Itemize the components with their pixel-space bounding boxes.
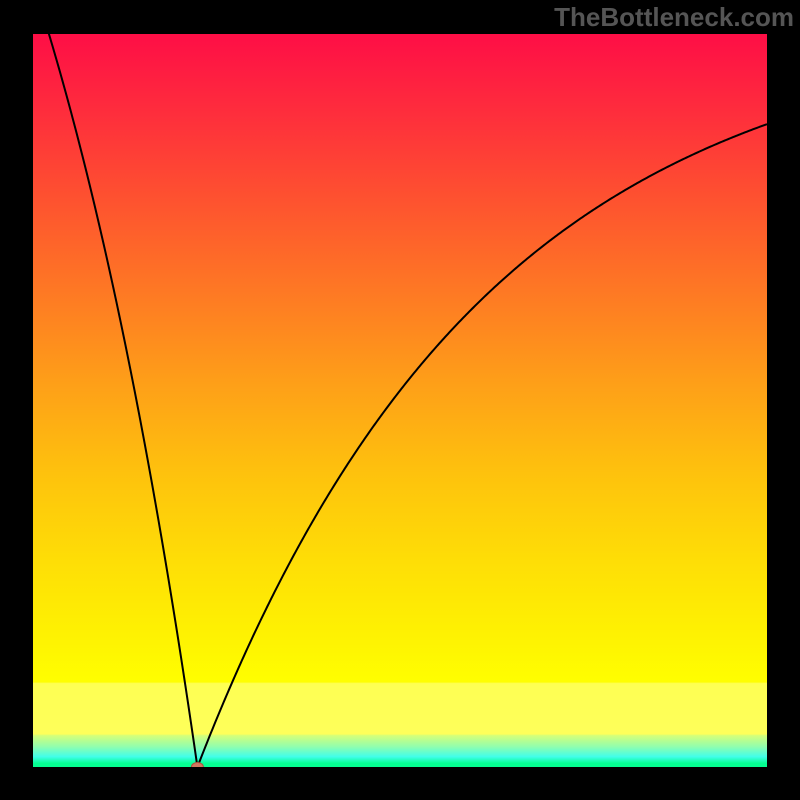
bottleneck-chart — [33, 34, 767, 767]
chart-stage: TheBottleneck.com — [0, 0, 800, 800]
watermark: TheBottleneck.com — [554, 2, 794, 33]
gradient-background — [33, 34, 767, 767]
